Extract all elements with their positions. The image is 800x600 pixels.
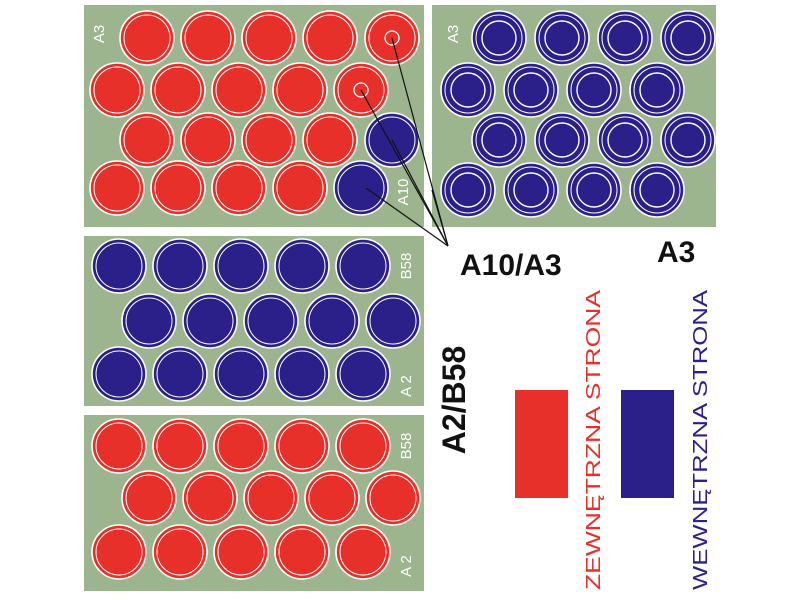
blue-decal-disc [534,10,590,66]
sheet-middle-label-b58: B58 [398,253,415,280]
blue-decal-disc [503,162,559,218]
red-decal-disc [89,62,145,118]
blue-decal-disc [629,62,685,118]
red-decal-disc [213,524,269,580]
leader-lines [360,37,449,247]
leader-line [360,89,449,247]
sheet-bottom-label-b58: B58 [398,433,415,460]
red-decal-disc [152,524,208,580]
red-decal-disc [180,112,236,168]
red-decal-disc [211,160,267,216]
blue-decal-disc [152,238,208,294]
red-decal-disc [274,418,330,474]
red-decal-disc [335,524,391,580]
blue-decal-disc [660,10,716,66]
blue-decal-disc [534,112,590,168]
legend-swatch-outer [515,390,568,498]
red-decal-disc [180,10,236,66]
leader-line [391,139,449,247]
red-decal-disc [241,10,297,66]
blue-decal-disc [597,112,653,168]
blue-decal-disc [440,162,496,218]
sheet-middle-label-a2: A 2 [398,375,415,397]
blue-decal-disc [91,238,147,294]
red-decal-disc [335,418,391,474]
red-decal-disc [150,160,206,216]
blue-decal-disc [182,293,238,349]
red-decal-disc [213,418,269,474]
blue-decal-disc [335,346,391,402]
blue-decal-disc [471,10,527,66]
blue-decal-disc [121,293,177,349]
red-decal-disc [211,62,267,118]
red-decal-disc [302,112,358,168]
red-decal-disc [182,470,238,526]
blue-decal-disc [335,238,391,294]
red-decal-disc [243,470,299,526]
legend-label-inner: WEWNĘTRZNA STRONA [690,289,712,590]
blue-decal-disc [91,346,147,402]
red-decal-disc [274,524,330,580]
blue-decal-disc [566,62,622,118]
red-decal-disc [152,418,208,474]
red-decal-disc [150,62,206,118]
red-decal-disc [89,160,145,216]
blue-decal-disc [333,160,389,216]
blue-decal-disc [274,238,330,294]
red-decal-disc [241,112,297,168]
blue-decal-disc [503,62,559,118]
red-decal-disc [304,470,360,526]
blue-decal-disc [365,293,421,349]
blue-decal-disc [304,293,360,349]
legend-label-outer: ZEWNĘTRZNA STRONA [583,289,605,590]
leader-line [431,189,449,247]
red-decal-disc [121,470,177,526]
blue-decal-disc [566,162,622,218]
blue-decal-disc [213,238,269,294]
red-decal-disc [119,112,175,168]
leader-line [365,187,449,247]
legend-swatch-inner [621,390,674,498]
decal-circles [89,10,716,580]
callout-a10-a3: A10/A3 [460,249,562,282]
blue-decal-disc [152,346,208,402]
blue-decal-disc [274,346,330,402]
blue-decal-disc [597,10,653,66]
red-decal-disc [365,470,421,526]
blue-decal-disc [243,293,299,349]
red-decal-disc [272,62,328,118]
callout-a3: A3 [657,236,695,269]
sheet-top-left-label-a3: A3 [91,25,108,43]
blue-decal-disc [471,112,527,168]
sheet-top-right-label-a3: A3 [445,25,462,43]
red-decal-disc [302,10,358,66]
red-decal-disc [91,524,147,580]
sheet-bottom-label-a2: A 2 [398,555,415,577]
callout-a2-b58: A2/B58 [436,346,472,455]
blue-decal-disc [629,162,685,218]
red-decal-disc [91,418,147,474]
red-decal-disc [119,10,175,66]
blue-decal-disc [213,346,269,402]
blue-decal-disc [440,62,496,118]
sheet-top-left-label-a10: A10 [395,179,412,206]
blue-decal-disc [660,112,716,168]
red-decal-disc [272,160,328,216]
